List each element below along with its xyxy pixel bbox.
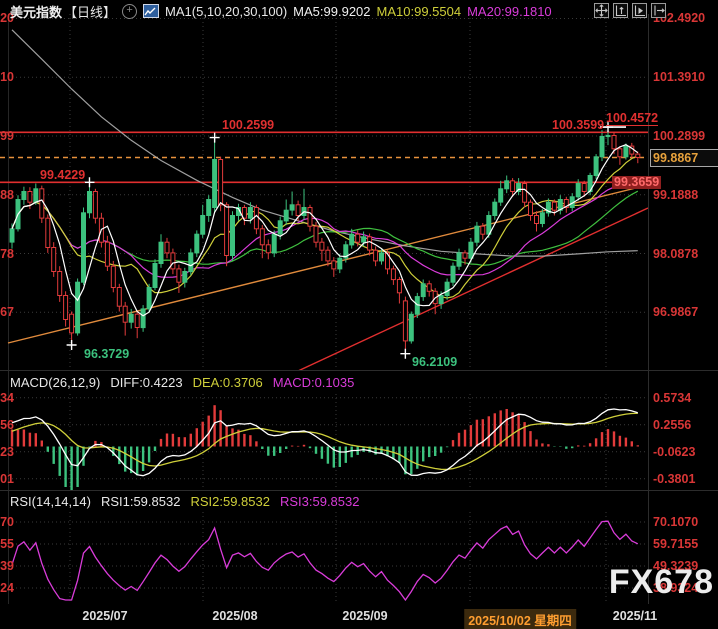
macd-diff-value: DIFF:0.4223 (110, 375, 183, 390)
separator-main-macd (0, 370, 718, 371)
main-y-axis-label: 99.1888 (653, 188, 699, 202)
rsi-params: RSI(14,14,14) (10, 494, 91, 509)
macd-hist-value: MACD:0.1035 (272, 375, 355, 390)
main-y-axis-label-left: 96.9867 (0, 305, 14, 319)
ma10-value: MA10:99.5504 (376, 3, 462, 19)
macd-y-axis-label: -0.3801 (653, 472, 696, 486)
rsi-y-axis-label-left: 38.9324 (0, 581, 14, 595)
chart-header: 美元指数 【日线】 + MA1(5,10,20,30,100) MA5:99.92… (10, 2, 552, 20)
date-label: 2025/07 (82, 609, 128, 623)
move-right-icon[interactable] (651, 3, 666, 18)
main-y-axis-label: 96.9867 (653, 305, 699, 319)
rsi-y-axis-label-left: 49.3239 (0, 559, 14, 573)
main-y-axis-label-left: 98.0878 (0, 247, 14, 261)
macd-chart[interactable] (0, 394, 718, 490)
macd-dea-value: DEA:0.3706 (192, 375, 263, 390)
rsi-y-axis-label-left: 59.7155 (0, 537, 14, 551)
macd-y-axis-label: -0.0623 (653, 445, 696, 459)
main-y-axis-label: 102.4920 (653, 11, 706, 25)
date-label: 2025/11 (612, 609, 658, 623)
axis-play-icon[interactable] (632, 3, 647, 18)
axis-scale-up-icon[interactable] (613, 3, 628, 18)
ma-settings-label: MA1(5,10,20,30,100) (165, 3, 288, 19)
ma5-value: MA5:99.9202 (293, 3, 371, 19)
macd-y-axis-label-left: 0.2556 (0, 418, 14, 432)
rsi2-value: RSI2:59.8532 (190, 494, 270, 509)
main-y-axis-label: 98.0878 (653, 247, 699, 261)
separator-macd-rsi (0, 490, 718, 491)
date-label: 2025/08 (212, 609, 258, 623)
main-y-axis-label: 101.3910 (653, 70, 706, 84)
add-indicator-icon[interactable]: + (122, 3, 138, 19)
rsi-y-axis-label-left: 70.1070 (0, 515, 14, 529)
price-annotation: 100.4572 (606, 111, 659, 126)
pan-crosshair-icon[interactable] (594, 3, 609, 18)
rsi-y-axis-label: 38.9324 (653, 581, 699, 595)
main-y-axis-label: 100.2899 (653, 129, 706, 143)
rsi-y-axis-label: 70.1070 (653, 515, 699, 529)
main-price-chart[interactable] (0, 14, 718, 370)
main-y-axis-label-left: 101.3910 (0, 70, 14, 84)
price-annotation: 96.3729 (84, 347, 130, 361)
chart-toolbar (594, 3, 666, 18)
rsi-y-axis-label: 49.3239 (653, 559, 699, 573)
date-axis: 2025/07 2025/08 2025/09 2025/10/02 星期四 2025/… (0, 604, 718, 629)
price-annotation: 100.3599 (552, 118, 605, 133)
main-y-axis-label-left: 99.1888 (0, 188, 14, 202)
macd-header: MACD(26,12,9) DIFF:0.4223 DEA:0.3706 MAC… (10, 375, 354, 390)
period-label: 【日线】 (64, 4, 117, 20)
rsi-header: RSI(14,14,14) RSI1:59.8532 RSI2:59.8532 … (10, 494, 359, 509)
symbol-name: 美元指数 (10, 4, 63, 20)
rsi3-value: RSI3:59.8532 (279, 494, 360, 509)
plot-left-border (8, 14, 9, 604)
ma20-value: MA20:99.1810 (467, 3, 552, 19)
rsi-y-axis-label: 59.7155 (653, 537, 699, 551)
price-annotation: 99.3659 (612, 175, 662, 189)
rsi-chart[interactable] (0, 512, 718, 604)
macd-y-axis-label: 0.2556 (653, 418, 692, 432)
plot-right-border (648, 14, 649, 604)
price-annotation: 96.2109 (412, 355, 458, 369)
macd-y-axis-label-left: -0.3801 (0, 472, 14, 486)
watermark-logo: FX678 (608, 563, 714, 601)
main-y-axis-label-left: 102.4920 (0, 11, 14, 25)
mini-chart-icon[interactable] (143, 4, 160, 18)
macd-params: MACD(26,12,9) (10, 375, 101, 390)
main-y-axis-label-left: 100.2899 (0, 129, 14, 143)
price-annotation: 100.2599 (222, 118, 275, 133)
macd-y-axis-label-left: 0.5734 (0, 391, 14, 405)
date-label-highlighted: 2025/10/02 星期四 (464, 609, 576, 629)
price-annotation: 99.4229 (40, 168, 86, 183)
macd-y-axis-label: 0.5734 (653, 391, 692, 405)
rsi1-value: RSI1:59.8532 (100, 494, 181, 509)
current-price-box: 99.8867 (650, 149, 718, 167)
macd-y-axis-label-left: -0.0623 (0, 445, 14, 459)
date-label: 2025/09 (342, 609, 388, 623)
